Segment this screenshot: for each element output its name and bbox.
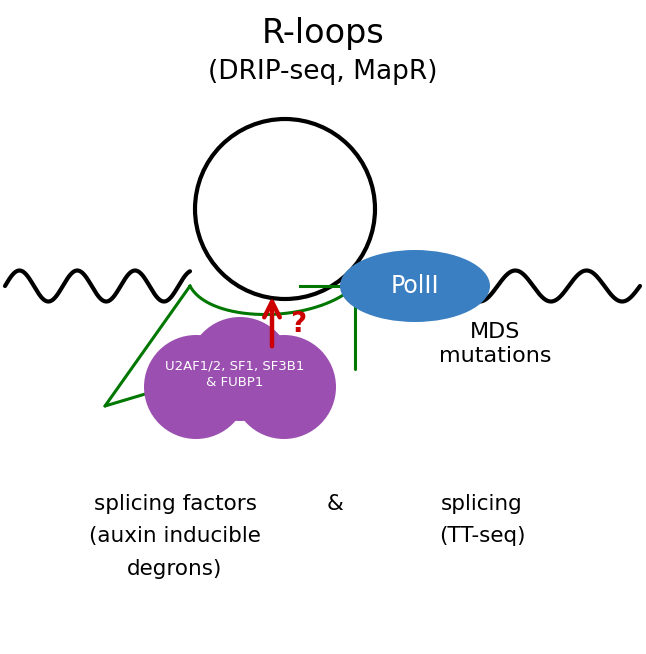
Text: &: & [327, 494, 344, 514]
Text: (TT-seq): (TT-seq) [439, 526, 525, 546]
Text: degrons): degrons) [127, 559, 223, 579]
Circle shape [188, 317, 292, 421]
Text: R-loops: R-loops [262, 18, 384, 50]
Text: MDS
mutations: MDS mutations [439, 322, 551, 366]
Text: ?: ? [290, 310, 306, 338]
Circle shape [195, 119, 375, 299]
Ellipse shape [340, 250, 490, 322]
Text: U2AF1/2, SF1, SF3B1
& FUBP1: U2AF1/2, SF1, SF3B1 & FUBP1 [165, 360, 305, 388]
Text: (DRIP-seq, MapR): (DRIP-seq, MapR) [208, 59, 438, 85]
Text: (auxin inducible: (auxin inducible [89, 526, 261, 546]
Circle shape [144, 335, 248, 439]
Text: splicing: splicing [441, 494, 523, 514]
Text: splicing factors: splicing factors [94, 494, 256, 514]
Text: PolII: PolII [391, 274, 439, 298]
Circle shape [232, 335, 336, 439]
